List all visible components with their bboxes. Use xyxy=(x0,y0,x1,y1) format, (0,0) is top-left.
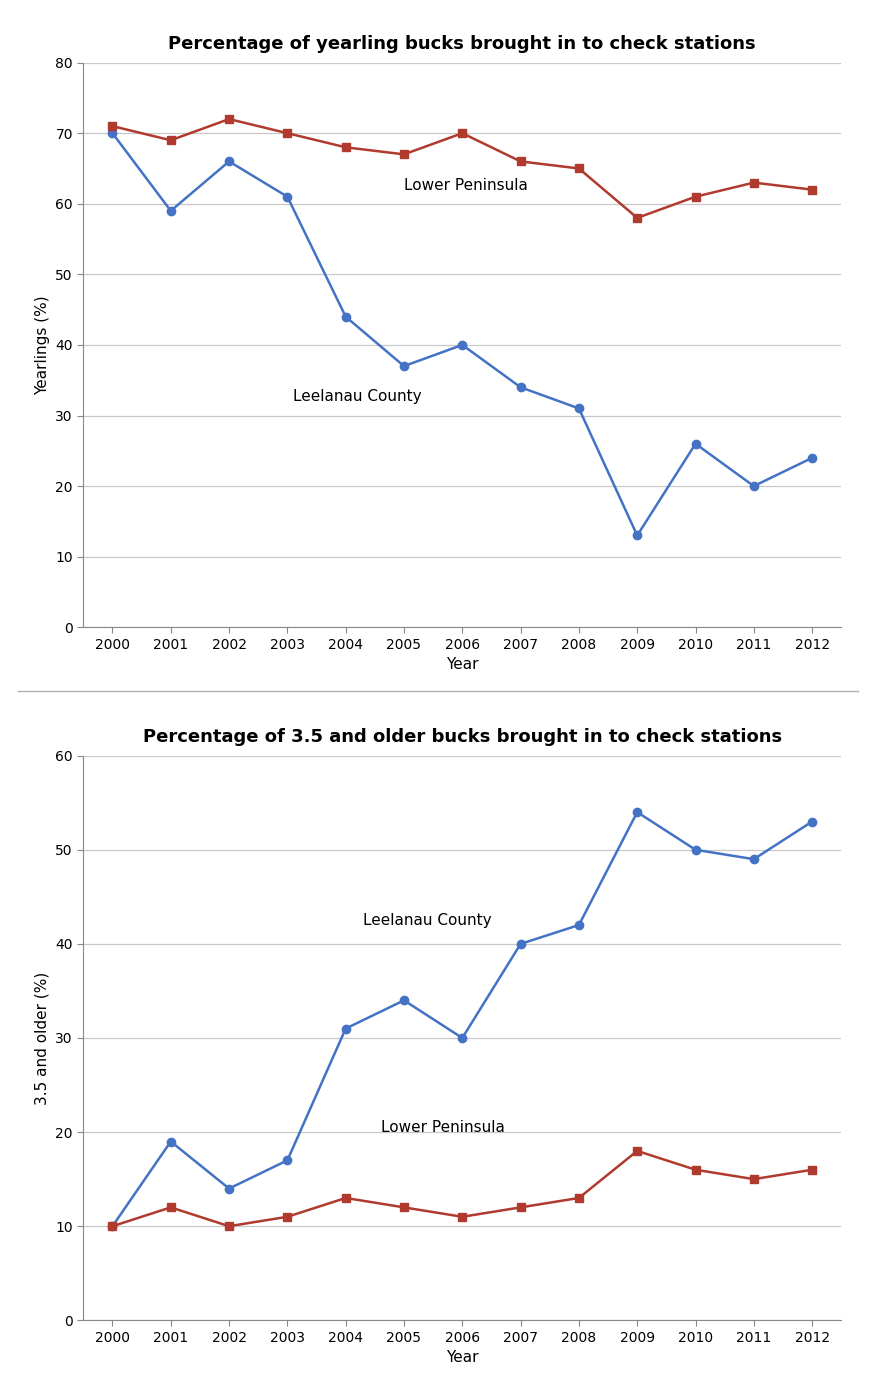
Text: Lower Peninsula: Lower Peninsula xyxy=(381,1120,505,1135)
X-axis label: Year: Year xyxy=(446,657,478,672)
Text: Leelanau County: Leelanau County xyxy=(293,389,422,405)
Y-axis label: 3.5 and older (%): 3.5 and older (%) xyxy=(35,972,50,1105)
X-axis label: Year: Year xyxy=(446,1350,478,1365)
Title: Percentage of 3.5 and older bucks brought in to check stations: Percentage of 3.5 and older bucks brough… xyxy=(143,728,782,746)
Text: Lower Peninsula: Lower Peninsula xyxy=(404,178,528,193)
Title: Percentage of yearling bucks brought in to check stations: Percentage of yearling bucks brought in … xyxy=(168,35,756,53)
Y-axis label: Yearlings (%): Yearlings (%) xyxy=(35,295,50,395)
Text: Leelanau County: Leelanau County xyxy=(364,913,491,928)
